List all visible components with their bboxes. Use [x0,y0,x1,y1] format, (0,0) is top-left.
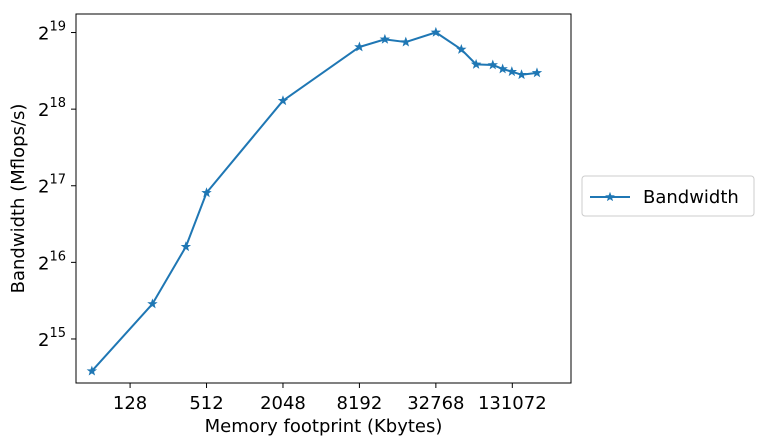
data-point [456,43,467,54]
y-tick-label: 215 [38,326,66,351]
y-tick-label: 219 [38,20,66,45]
y-tick-label: 218 [38,96,66,121]
x-axis-label: Memory footprint (Kbytes) [205,416,443,437]
y-tick-label: 216 [38,249,66,274]
data-point [430,26,442,37]
data-point [497,63,508,74]
data-point [506,66,518,77]
x-tick-label: 2048 [260,393,306,414]
data-point [354,41,365,52]
x-ticks: 128 512 2048 8192 32768 131072 [113,383,547,414]
data-point [379,33,391,44]
data-point [86,365,98,376]
y-ticks: 215 216 217 218 219 [38,20,76,351]
plot-frame [75,13,572,384]
x-tick-label: 8192 [337,393,383,414]
x-tick-label: 131072 [478,393,547,414]
series-line-group [86,26,543,376]
data-point [470,58,482,69]
legend-label: Bandwidth [643,187,739,208]
data-point [487,59,498,70]
x-tick-label: 32768 [407,393,464,414]
y-tick-label: 217 [38,173,66,198]
legend-marker-star-icon [604,191,616,202]
legend-box [581,175,755,217]
data-point [147,298,158,309]
data-point [201,187,212,198]
series-line [91,31,538,372]
y-axis-label: Bandwidth (Mflops/s) [8,104,29,294]
data-point [516,69,527,80]
data-point [277,95,289,106]
data-point [531,67,543,78]
data-point [180,241,192,252]
data-point [400,36,412,47]
legend: Bandwidth [581,175,755,217]
x-tick-label: 512 [189,393,223,414]
x-tick-label: 128 [113,393,147,414]
